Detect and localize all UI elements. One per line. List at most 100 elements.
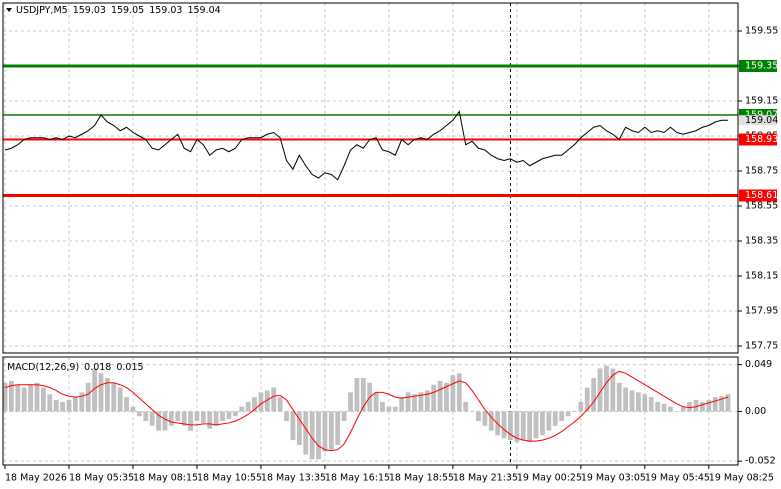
macd-bar	[405, 392, 411, 412]
macd-bar	[322, 411, 328, 452]
labels: 159.55159.35159.15158.95158.75158.55158.…	[5, 26, 778, 484]
macd-bar	[559, 411, 565, 422]
macd-bar	[181, 411, 187, 426]
macd-bar	[309, 411, 315, 460]
macd-bar	[360, 378, 366, 412]
level-label: 158.61	[745, 190, 778, 201]
macd-bar	[456, 373, 462, 412]
ohlc-value: 159.05	[111, 5, 144, 16]
macd-bar	[373, 392, 379, 412]
macd-bar	[392, 406, 398, 412]
y-tick-label: 158.15	[745, 271, 778, 282]
x-tick-label: 18 May 10:55	[197, 473, 262, 484]
macd-bar	[143, 411, 149, 422]
macd-bar	[277, 397, 283, 412]
price-line	[4, 110, 728, 181]
macd-bar	[156, 411, 161, 431]
x-tick-label: 19 May 00:25	[517, 473, 582, 484]
macd-bar	[2, 382, 8, 412]
macd-bar	[597, 368, 603, 412]
y-tick-label: 157.95	[745, 306, 778, 317]
ohlc-value: 159.03	[73, 5, 106, 16]
x-tick-label: 18 May 05:35	[69, 473, 134, 484]
macd-bar	[245, 401, 251, 412]
macd-bar	[725, 394, 731, 412]
macd-bar	[98, 373, 104, 412]
macd-bar	[303, 411, 309, 455]
x-tick-label: 19 May 08:25	[709, 473, 774, 484]
macd-name: MACD(12,26,9)	[7, 362, 79, 373]
macd-bar	[578, 401, 584, 412]
level-label: 158.93	[745, 134, 778, 145]
macd-bar	[188, 411, 193, 431]
macd-bar	[437, 380, 443, 412]
macd-bar	[28, 384, 33, 412]
macd-bar	[207, 411, 213, 429]
y-tick-label: 158.35	[745, 236, 778, 247]
macd-bar	[290, 411, 296, 441]
macd-bar	[604, 365, 609, 412]
macd-bar	[476, 411, 481, 422]
y-tick-label: 0.049	[745, 359, 772, 370]
macd-bar	[316, 411, 321, 460]
macd-bar	[40, 387, 46, 412]
x-tick-label: 18 May 16:15	[325, 473, 390, 484]
macd-bar	[444, 382, 449, 412]
macd-bar	[674, 411, 680, 412]
macd-bar	[53, 400, 59, 412]
macd-bar	[482, 411, 488, 426]
macd-bar	[168, 411, 174, 426]
x-tick-label: 19 May 05:45	[645, 473, 710, 484]
macd-bar	[616, 382, 622, 412]
macd-bar	[194, 411, 200, 422]
macd-bar	[226, 411, 232, 420]
macd-bar	[565, 411, 571, 417]
marks	[2, 3, 738, 465]
macd-bar	[418, 392, 424, 412]
macd-bar	[687, 401, 693, 412]
macd-bar	[719, 396, 725, 412]
macd-bar	[648, 397, 654, 412]
y-tick-label: 0.00	[745, 406, 766, 417]
macd-bar	[572, 411, 577, 412]
macd-bar	[488, 411, 494, 431]
macd-bar	[668, 406, 673, 412]
macd-bar	[149, 411, 155, 426]
x-tick-label: 18 May 13:35	[261, 473, 326, 484]
macd-bar	[623, 387, 629, 412]
macd-bar	[124, 397, 129, 412]
y-tick-label: 159.55	[745, 26, 778, 37]
macd-bar	[111, 382, 117, 412]
macd-bar	[552, 411, 558, 426]
macd-bar	[220, 411, 225, 422]
y-tick-label: 159.15	[745, 96, 778, 107]
macd-bar	[348, 392, 353, 412]
macd-bar	[136, 411, 142, 417]
macd-value: 0.018	[84, 362, 111, 373]
macd-bar	[117, 387, 123, 412]
macd-bar	[712, 397, 718, 412]
price-panel	[2, 2, 739, 354]
ohlc-value: 159.03	[149, 5, 182, 16]
macd-bar	[431, 384, 437, 412]
x-tick-label: 18 May 18:55	[389, 473, 454, 484]
symbol-header: USDJPY,M5 159.03 159.05 159.03 159.04	[16, 5, 221, 16]
macd-bar	[66, 400, 72, 412]
symbol: USDJPY,M5	[16, 5, 68, 16]
macd-bar	[533, 411, 539, 439]
macd-bar	[200, 411, 206, 423]
macd-bar	[700, 401, 705, 412]
macd-bar	[610, 368, 616, 412]
signal-line	[4, 370, 729, 452]
last-price-label: 159.04	[745, 115, 778, 126]
macd-bar	[501, 411, 507, 439]
macd-bar	[584, 387, 590, 412]
macd-bar	[527, 411, 533, 443]
last-price-box	[739, 115, 777, 126]
macd-bar	[213, 411, 219, 426]
macd-bar	[412, 394, 417, 412]
macd-bar	[92, 368, 97, 412]
macd-bar	[450, 375, 456, 412]
